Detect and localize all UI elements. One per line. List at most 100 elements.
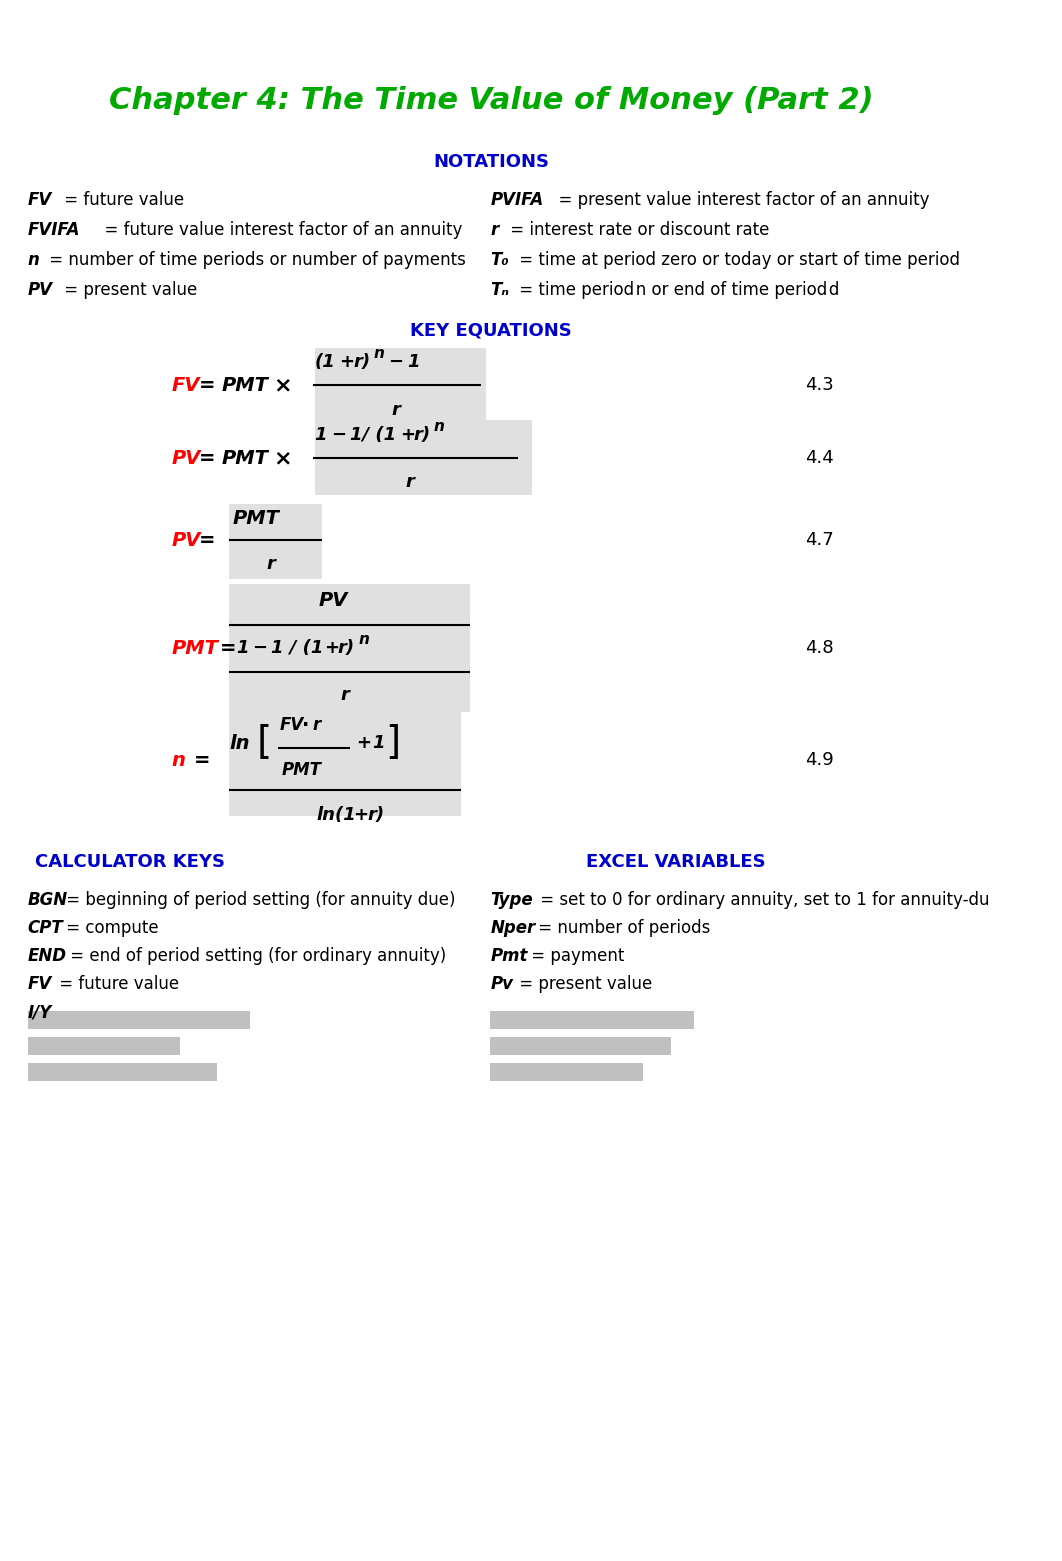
FancyBboxPatch shape	[491, 1063, 643, 1082]
Text: =: =	[194, 751, 210, 770]
Text: 1 / (1: 1 / (1	[271, 638, 324, 657]
Text: r): r)	[367, 805, 384, 824]
Text: r: r	[341, 685, 349, 704]
Text: KEY EQUATIONS: KEY EQUATIONS	[410, 322, 572, 339]
Text: = set to 0 for ordinary annuity, set to 1 for annuity-du: = set to 0 for ordinary annuity, set to …	[535, 891, 990, 909]
Text: −: −	[253, 638, 268, 657]
Text: = future value: = future value	[54, 976, 178, 993]
Text: CALCULATOR KEYS: CALCULATOR KEYS	[35, 852, 224, 871]
Text: PVIFA: PVIFA	[491, 190, 544, 209]
Text: Tₙ: Tₙ	[491, 281, 510, 300]
Text: 4.9: 4.9	[805, 751, 834, 770]
Text: ×: ×	[273, 448, 292, 468]
Text: 4.7: 4.7	[805, 531, 834, 549]
Text: ·: ·	[302, 715, 309, 735]
Text: FV: FV	[28, 976, 52, 993]
Text: r: r	[267, 556, 275, 573]
Text: = present value: = present value	[59, 281, 198, 300]
Text: PMT: PMT	[171, 638, 218, 657]
Text: n: n	[434, 418, 445, 434]
FancyBboxPatch shape	[28, 1012, 250, 1029]
Text: r): r)	[413, 426, 431, 443]
Text: −: −	[389, 353, 404, 372]
Text: r: r	[392, 401, 400, 418]
Text: = future value interest factor of an annuity: = future value interest factor of an ann…	[95, 222, 463, 239]
Text: FV: FV	[28, 190, 52, 209]
Text: ]: ]	[384, 724, 400, 762]
Text: END: END	[28, 948, 67, 965]
Text: n: n	[358, 632, 369, 646]
Text: r): r)	[338, 638, 355, 657]
Text: FV: FV	[279, 716, 304, 734]
Text: (1: (1	[314, 353, 336, 372]
Text: = interest rate or discount rate: = interest rate or discount rate	[506, 222, 770, 239]
FancyBboxPatch shape	[28, 1037, 181, 1055]
Text: r: r	[491, 222, 499, 239]
Text: PV: PV	[171, 531, 201, 549]
Text: −: −	[331, 426, 346, 443]
Text: =: =	[220, 638, 237, 657]
FancyBboxPatch shape	[491, 1037, 671, 1055]
Text: = payment: = payment	[526, 948, 623, 965]
Text: PMT: PMT	[222, 448, 269, 467]
Text: = number of periods: = number of periods	[533, 919, 710, 937]
Text: = present value: = present value	[514, 976, 653, 993]
Text: n: n	[374, 345, 384, 361]
Text: I/Y: I/Y	[28, 1004, 52, 1021]
Text: T₀: T₀	[491, 251, 509, 268]
Text: 4.8: 4.8	[805, 638, 834, 657]
Text: +: +	[354, 805, 369, 824]
Text: =: =	[199, 448, 216, 467]
FancyBboxPatch shape	[314, 420, 532, 495]
Text: = time period n or end of time period d: = time period n or end of time period d	[514, 281, 840, 300]
Text: n: n	[171, 751, 185, 770]
Text: = time at period zero or today or start of time period: = time at period zero or today or start …	[514, 251, 960, 268]
Text: r: r	[312, 716, 321, 734]
Text: = number of time periods or number of payments: = number of time periods or number of pa…	[45, 251, 466, 268]
Text: 4.4: 4.4	[805, 450, 834, 467]
Text: FVIFA: FVIFA	[28, 222, 81, 239]
Text: EXCEL VARIABLES: EXCEL VARIABLES	[585, 852, 766, 871]
FancyBboxPatch shape	[229, 709, 461, 816]
Text: = beginning of period setting (for annuity due): = beginning of period setting (for annui…	[62, 891, 456, 909]
Text: +: +	[399, 426, 414, 443]
Text: = compute: = compute	[62, 919, 158, 937]
Text: PMT: PMT	[233, 509, 279, 528]
Text: Pmt: Pmt	[491, 948, 528, 965]
Text: r): r)	[354, 353, 371, 372]
Text: 1: 1	[236, 638, 249, 657]
Text: = present value interest factor of an annuity: = present value interest factor of an an…	[548, 190, 929, 209]
FancyBboxPatch shape	[314, 348, 485, 428]
Text: PV: PV	[171, 448, 201, 467]
FancyBboxPatch shape	[229, 584, 470, 712]
Text: =: =	[199, 376, 216, 395]
Text: +: +	[324, 638, 339, 657]
Text: = end of period setting (for ordinary annuity): = end of period setting (for ordinary an…	[65, 948, 446, 965]
Text: FV: FV	[171, 376, 200, 395]
Text: 1: 1	[372, 734, 384, 752]
Text: NOTATIONS: NOTATIONS	[433, 153, 549, 172]
FancyBboxPatch shape	[491, 1012, 693, 1029]
Text: PMT: PMT	[281, 762, 322, 779]
Text: Chapter 4: The Time Value of Money (Part 2): Chapter 4: The Time Value of Money (Part…	[109, 86, 874, 114]
Text: n: n	[28, 251, 39, 268]
Text: +: +	[340, 353, 355, 372]
Text: 1: 1	[314, 426, 327, 443]
FancyBboxPatch shape	[28, 1063, 218, 1082]
Text: ln(1: ln(1	[316, 805, 356, 824]
Text: =: =	[199, 531, 216, 549]
Text: ln: ln	[229, 734, 250, 752]
Text: PV: PV	[28, 281, 53, 300]
Text: [: [	[256, 724, 272, 762]
Text: r: r	[406, 473, 414, 492]
Text: Type: Type	[491, 891, 533, 909]
Text: Pv: Pv	[491, 976, 513, 993]
FancyBboxPatch shape	[229, 504, 322, 579]
Text: 1/ (1: 1/ (1	[349, 426, 396, 443]
Text: CPT: CPT	[28, 919, 64, 937]
Text: PMT: PMT	[222, 376, 269, 395]
Text: PV: PV	[319, 590, 347, 609]
Text: ×: ×	[273, 375, 292, 395]
Text: BGN: BGN	[28, 891, 68, 909]
Text: 4.3: 4.3	[805, 376, 834, 393]
